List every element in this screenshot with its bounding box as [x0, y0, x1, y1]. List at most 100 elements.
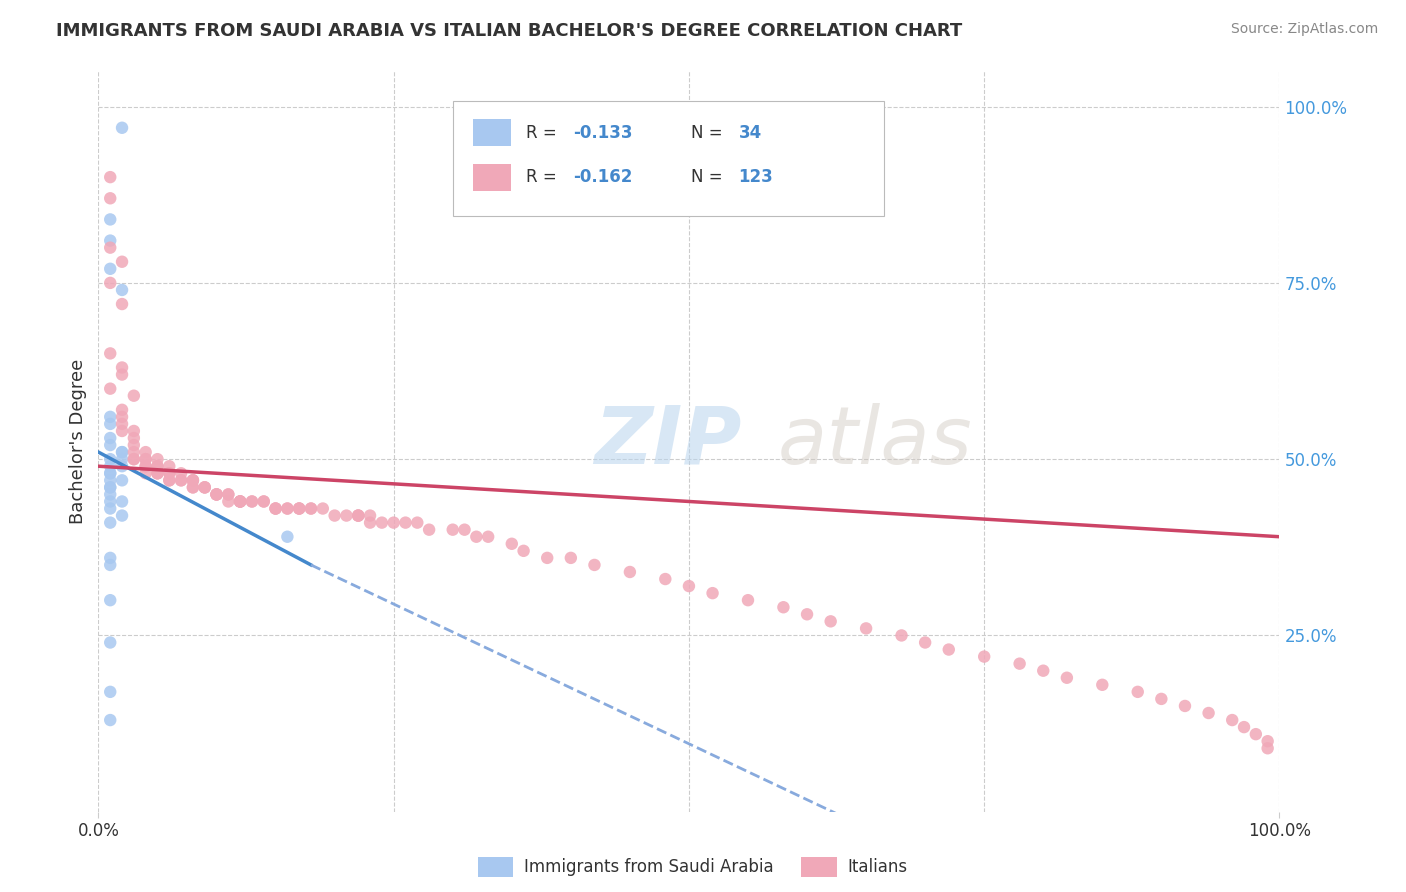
Point: [371, 516, 394, 530]
Point: [205, 487, 228, 501]
Point: [98, 550, 121, 565]
Point: [583, 558, 606, 572]
Point: [181, 473, 204, 487]
Point: [111, 473, 134, 487]
Point: [111, 445, 134, 459]
Point: [347, 508, 370, 523]
Point: [512, 544, 534, 558]
Point: [98, 452, 121, 467]
Point: [98, 409, 121, 424]
Point: [111, 494, 134, 508]
Point: [122, 452, 145, 467]
Point: [276, 501, 298, 516]
Point: [98, 635, 121, 649]
Point: [619, 565, 641, 579]
Point: [146, 467, 169, 481]
Point: [157, 467, 180, 481]
Point: [157, 467, 180, 481]
Point: [146, 452, 169, 467]
Point: [229, 494, 252, 508]
Point: [111, 445, 134, 459]
Point: [98, 261, 121, 276]
Point: [678, 579, 700, 593]
Point: [98, 346, 121, 360]
Point: [98, 501, 121, 516]
Text: Immigrants from Saudi Arabia: Immigrants from Saudi Arabia: [524, 858, 775, 876]
Point: [229, 494, 252, 508]
Point: [323, 508, 346, 523]
Point: [98, 417, 121, 431]
Point: [98, 459, 121, 474]
Point: [501, 537, 523, 551]
FancyBboxPatch shape: [453, 101, 884, 216]
Point: [855, 621, 877, 635]
Y-axis label: Bachelor's Degree: Bachelor's Degree: [69, 359, 87, 524]
Point: [394, 516, 416, 530]
Point: [194, 480, 217, 494]
Point: [217, 487, 239, 501]
Point: [111, 424, 134, 438]
Text: 34: 34: [738, 124, 762, 142]
Point: [347, 508, 370, 523]
Point: [111, 402, 134, 417]
Bar: [472, 120, 510, 146]
Point: [1008, 657, 1031, 671]
Point: [135, 459, 157, 474]
Point: [299, 501, 322, 516]
Point: [229, 494, 252, 508]
Point: [146, 467, 169, 481]
Point: [194, 480, 217, 494]
Point: [453, 523, 475, 537]
Point: [1174, 698, 1197, 713]
Point: [205, 487, 228, 501]
Text: N =: N =: [692, 124, 728, 142]
Point: [98, 467, 121, 481]
Point: [418, 523, 440, 537]
Point: [654, 572, 676, 586]
Point: [98, 191, 121, 205]
Point: [217, 494, 239, 508]
Point: [1257, 734, 1279, 748]
Point: [98, 431, 121, 445]
Point: [111, 417, 134, 431]
Point: [276, 501, 298, 516]
Point: [973, 649, 995, 664]
Point: [382, 516, 405, 530]
Text: -0.162: -0.162: [574, 169, 633, 186]
Point: [170, 473, 193, 487]
Point: [772, 600, 794, 615]
Point: [98, 241, 121, 255]
Point: [938, 642, 960, 657]
Point: [820, 615, 842, 629]
Point: [253, 494, 276, 508]
Point: [1056, 671, 1078, 685]
Point: [98, 382, 121, 396]
Point: [1198, 706, 1220, 720]
Point: [240, 494, 263, 508]
Text: Source: ZipAtlas.com: Source: ZipAtlas.com: [1230, 22, 1378, 37]
Point: [441, 523, 464, 537]
Point: [1244, 727, 1267, 741]
Point: [205, 487, 228, 501]
Point: [335, 508, 357, 523]
Text: atlas: atlas: [778, 402, 973, 481]
Point: [299, 501, 322, 516]
Point: [240, 494, 263, 508]
Point: [111, 409, 134, 424]
Point: [359, 516, 381, 530]
Point: [276, 530, 298, 544]
Point: [1091, 678, 1114, 692]
Text: R =: R =: [526, 124, 562, 142]
Point: [560, 550, 582, 565]
Point: [111, 452, 134, 467]
Point: [135, 459, 157, 474]
Point: [98, 480, 121, 494]
Point: [181, 480, 204, 494]
Point: [98, 593, 121, 607]
Point: [157, 473, 180, 487]
Point: [122, 438, 145, 452]
Point: [796, 607, 818, 622]
Point: [146, 459, 169, 474]
Point: [98, 170, 121, 185]
Point: [253, 494, 276, 508]
